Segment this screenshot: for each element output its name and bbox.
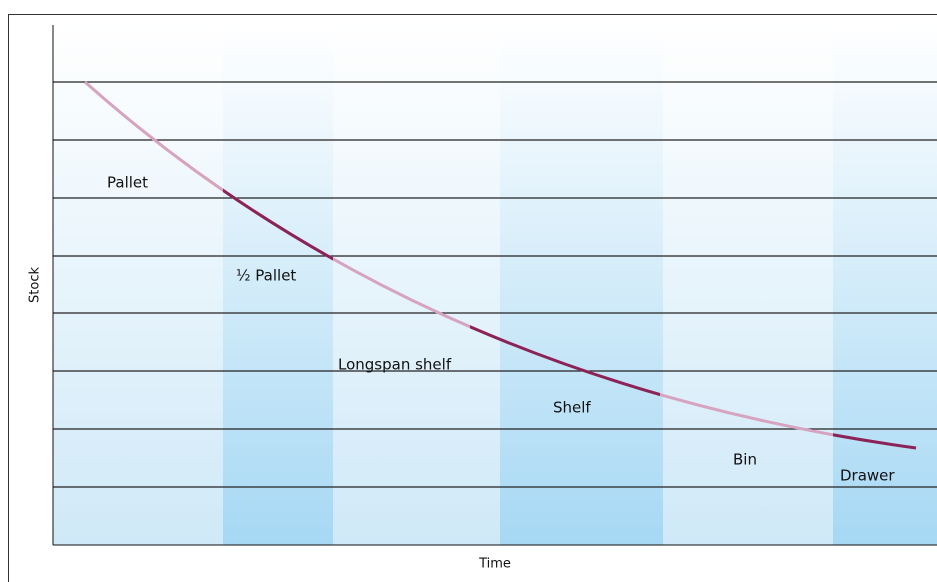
column — [53, 25, 223, 545]
zone-label: Shelf — [553, 399, 591, 417]
zone-label: Longspan shelf — [338, 356, 452, 374]
column — [500, 25, 663, 545]
zone-label: Bin — [733, 451, 757, 469]
column — [663, 25, 833, 545]
stock-curve — [84, 80, 917, 450]
zone-label: ½ Pallet — [236, 267, 296, 285]
column — [833, 25, 937, 545]
column — [223, 25, 333, 545]
rows — [53, 81, 937, 488]
columns — [53, 25, 937, 545]
zone-label: Pallet — [107, 174, 148, 192]
zone-label: Drawer — [840, 467, 895, 485]
column — [333, 25, 500, 545]
y-axis-label: Stock — [28, 267, 43, 303]
x-axis-label: Time — [478, 557, 511, 572]
